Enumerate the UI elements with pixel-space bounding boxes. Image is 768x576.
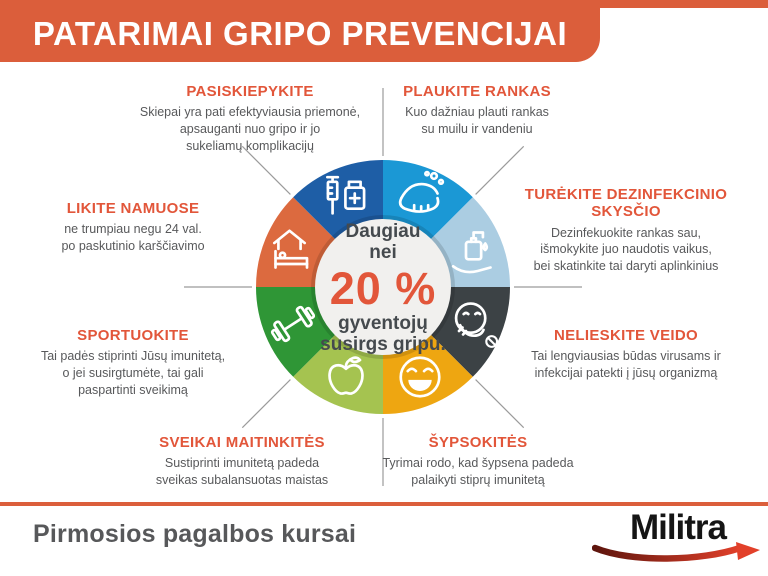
section-body: Tai lengviausias būdas virusams ir infek… [531, 349, 721, 380]
statistic-line2: nei [369, 242, 397, 264]
dumbbell-icon [265, 296, 321, 352]
divider-lines [184, 88, 582, 486]
section-body: Kuo dažniau plauti rankas su muilu ir va… [405, 105, 549, 136]
smile-icon [392, 349, 448, 405]
page-title: PATARIMAI GRIPO PREVENCIJAI [32, 15, 568, 52]
section-sportuokite: SPORTUOKITE Tai padės stiprinti Jūsų imu… [13, 327, 253, 398]
center-circle [315, 219, 451, 355]
statistic-value: 20 % [329, 262, 437, 314]
face-touch-icon [445, 296, 501, 352]
apple-icon [318, 349, 374, 405]
sanitizer-icon [445, 222, 501, 278]
statistic-line1: Daugiau [345, 220, 421, 242]
section-title: PLAUKITE RANKAS [403, 83, 551, 100]
section-title: SPORTUOKITE [77, 327, 189, 344]
section-body: Dezinfekuokite rankas sau, išmokykite ju… [533, 225, 719, 273]
section-body: Skiepai yra pati efektyviausia priemonė,… [139, 105, 361, 153]
prevention-wheel [184, 88, 582, 486]
statistic-line3: gyventojų [338, 312, 428, 334]
section-title: ŠYPSOKITĖS [428, 434, 528, 451]
section-likite-namuose: LIKITE NAMUOSE ne trumpiau negu 24 val. … [13, 200, 253, 255]
syringe-icon [318, 169, 374, 225]
center-statistic: Daugiau nei 20 % gyventojų susirgs gripu… [293, 221, 473, 355]
statistic-line4: susirgs gripu. [320, 333, 446, 355]
section-body: Tai padės stiprinti Jūsų imunitetą, o je… [40, 349, 226, 397]
logo-wordmark: Militra [629, 508, 727, 547]
section-sveikai-maitinkites: SVEIKAI MAITINKITĖS Sustiprinti imunitet… [122, 434, 362, 489]
section-title: PASISKIEPYKITE [186, 83, 314, 100]
section-body: ne trumpiau negu 24 val. po paskutinio k… [61, 222, 205, 253]
handwash-icon [392, 169, 448, 225]
section-plaukite-rankas: PLAUKITE RANKAS Kuo dažniau plauti ranka… [357, 83, 597, 138]
home-bed-icon [265, 222, 321, 278]
section-pasiskiepykite: PASISKIEPYKITE Skiepai yra pati efektyvi… [130, 83, 370, 154]
section-sypsokites: ŠYPSOKITĖS Tyrimai rodo, kad šypsena pad… [358, 434, 598, 489]
militra-logo: Militra [592, 510, 764, 568]
section-title: NELIESKITE VEIDO [554, 327, 698, 344]
section-turekite-dezinfekcinio: TURĖKITE DEZINFEKCINIO SKYSČIO Dezinfeku… [498, 186, 754, 274]
section-body: Tyrimai rodo, kad šypsena padeda palaiky… [382, 456, 574, 487]
section-title: SVEIKAI MAITINKITĖS [159, 434, 325, 451]
footer-divider [0, 502, 768, 506]
section-nelieskite-veido: NELIESKITE VEIDO Tai lengviausias būdas … [498, 327, 754, 382]
header-banner: PATARIMAI GRIPO PREVENCIJAI [0, 0, 600, 62]
footer-title: Pirmosios pagalbos kursai [33, 520, 357, 548]
logo-swoosh-arrow [592, 542, 760, 562]
section-title: TURĖKITE DEZINFEKCINIO SKYSČIO [524, 186, 728, 221]
section-title: LIKITE NAMUOSE [66, 200, 200, 217]
section-body: Sustiprinti imunitetą padeda sveikas sub… [155, 456, 329, 487]
